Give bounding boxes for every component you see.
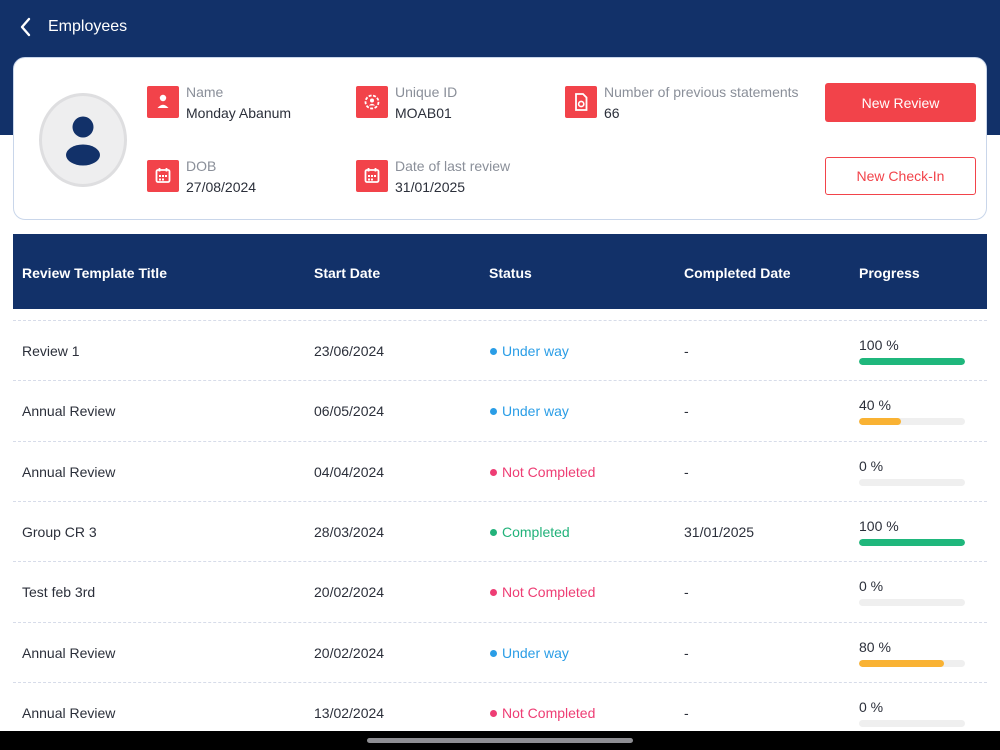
reviews-table-header: Review Template Title Start Date Status … bbox=[13, 234, 987, 309]
review-title: Annual Review bbox=[22, 705, 116, 721]
start-date: 28/03/2024 bbox=[314, 524, 385, 540]
status-badge: Completed bbox=[490, 524, 570, 540]
table-row[interactable]: Annual Review 13/02/2024 Not Completed - 0 % bbox=[13, 682, 987, 742]
last-review-label: Date of last review bbox=[395, 158, 511, 174]
status-text: Under way bbox=[502, 343, 569, 359]
progress-fill bbox=[859, 358, 965, 365]
status-dot-icon bbox=[490, 468, 497, 476]
employee-profile-card: Name Monday Abanum Unique ID MOAB01 Numb… bbox=[13, 57, 987, 220]
start-date: 20/02/2024 bbox=[314, 645, 385, 661]
status-badge: Not Completed bbox=[490, 705, 595, 721]
status-dot-icon bbox=[490, 649, 497, 657]
id-badge-icon bbox=[356, 86, 388, 118]
previous-statements-value: 66 bbox=[604, 105, 620, 121]
progress-label: 0 % bbox=[859, 578, 884, 594]
status-text: Not Completed bbox=[502, 464, 596, 480]
status-badge: Under way bbox=[490, 403, 569, 419]
start-date: 20/02/2024 bbox=[314, 584, 385, 600]
progress-label: 100 % bbox=[859, 518, 899, 534]
avatar bbox=[39, 93, 127, 187]
status-badge: Under way bbox=[490, 645, 569, 661]
status-text: Completed bbox=[502, 524, 570, 540]
unique-id-value: MOAB01 bbox=[395, 105, 452, 121]
column-header-progress[interactable]: Progress bbox=[859, 265, 920, 281]
start-date: 04/04/2024 bbox=[314, 464, 385, 480]
new-check-in-button[interactable]: New Check-In bbox=[825, 157, 976, 195]
start-date: 23/06/2024 bbox=[314, 343, 385, 359]
home-indicator[interactable] bbox=[367, 738, 633, 743]
progress-bar bbox=[859, 539, 965, 546]
last-review-value: 31/01/2025 bbox=[395, 179, 466, 195]
previous-statements-label: Number of previous statements bbox=[604, 84, 799, 100]
person-badge-icon bbox=[147, 86, 179, 118]
column-header-status[interactable]: Status bbox=[489, 265, 532, 281]
progress-label: 0 % bbox=[859, 699, 884, 715]
table-row[interactable]: Annual Review 06/05/2024 Under way - 40 % bbox=[13, 380, 987, 440]
progress-label: 80 % bbox=[859, 639, 891, 655]
table-row[interactable]: Annual Review 04/04/2024 Not Completed - 0 % bbox=[13, 441, 987, 501]
review-title: Annual Review bbox=[22, 403, 116, 419]
completed-date: - bbox=[684, 705, 689, 721]
new-review-button[interactable]: New Review bbox=[825, 83, 976, 122]
column-header-completed-date[interactable]: Completed Date bbox=[684, 265, 791, 281]
progress-bar bbox=[859, 358, 965, 365]
progress-fill bbox=[859, 660, 944, 667]
dob-value: 27/08/2024 bbox=[186, 179, 257, 195]
progress-label: 100 % bbox=[859, 337, 899, 353]
status-text: Under way bbox=[502, 645, 569, 661]
start-date: 06/05/2024 bbox=[314, 403, 385, 419]
unique-id-label: Unique ID bbox=[395, 84, 458, 100]
review-title: Review 1 bbox=[22, 343, 80, 359]
progress-label: 40 % bbox=[859, 397, 891, 413]
chevron-left-icon[interactable] bbox=[16, 14, 38, 40]
status-dot-icon bbox=[490, 588, 497, 596]
table-row[interactable]: Review 1 23/06/2024 Under way - 100 % bbox=[13, 320, 987, 380]
start-date: 13/02/2024 bbox=[314, 705, 385, 721]
status-badge: Under way bbox=[490, 343, 569, 359]
dob-label: DOB bbox=[186, 158, 217, 174]
completed-date: 31/01/2025 bbox=[684, 524, 755, 540]
progress-bar bbox=[859, 660, 965, 667]
status-badge: Not Completed bbox=[490, 584, 595, 600]
status-dot-icon bbox=[490, 709, 497, 717]
review-title: Test feb 3rd bbox=[22, 584, 96, 600]
status-dot-icon bbox=[490, 407, 497, 415]
status-badge: Not Completed bbox=[490, 464, 595, 480]
progress-bar bbox=[859, 720, 965, 727]
status-text: Not Completed bbox=[502, 584, 596, 600]
progress-bar bbox=[859, 479, 965, 486]
calendar-icon bbox=[147, 160, 179, 192]
review-title: Annual Review bbox=[22, 464, 116, 480]
column-header-start-date[interactable]: Start Date bbox=[314, 265, 381, 281]
progress-bar bbox=[859, 418, 965, 425]
status-dot-icon bbox=[490, 528, 497, 536]
progress-bar bbox=[859, 599, 965, 606]
name-label: Name bbox=[186, 84, 224, 100]
completed-date: - bbox=[684, 343, 689, 359]
table-row[interactable]: Group CR 3 28/03/2024 Completed 31/01/2025 1… bbox=[13, 501, 987, 561]
completed-date: - bbox=[684, 464, 689, 480]
calendar-icon bbox=[356, 160, 388, 192]
user-icon bbox=[66, 116, 100, 166]
progress-fill bbox=[859, 539, 965, 546]
status-dot-icon bbox=[490, 347, 497, 355]
status-text: Not Completed bbox=[502, 705, 596, 721]
progress-fill bbox=[859, 418, 902, 425]
review-title: Annual Review bbox=[22, 645, 116, 661]
page-title: Employees bbox=[48, 18, 128, 35]
status-text: Under way bbox=[502, 403, 569, 419]
column-header-title[interactable]: Review Template Title bbox=[22, 265, 167, 281]
progress-label: 0 % bbox=[859, 458, 884, 474]
completed-date: - bbox=[684, 584, 689, 600]
review-title: Group CR 3 bbox=[22, 524, 97, 540]
completed-date: - bbox=[684, 645, 689, 661]
system-bottom-bar bbox=[0, 731, 1000, 750]
name-value: Monday Abanum bbox=[186, 105, 292, 121]
table-row[interactable]: Annual Review 20/02/2024 Under way - 80 % bbox=[13, 622, 987, 682]
completed-date: - bbox=[684, 403, 689, 419]
document-icon bbox=[565, 86, 597, 118]
table-row[interactable]: Test feb 3rd 20/02/2024 Not Completed - 0 % bbox=[13, 561, 987, 621]
